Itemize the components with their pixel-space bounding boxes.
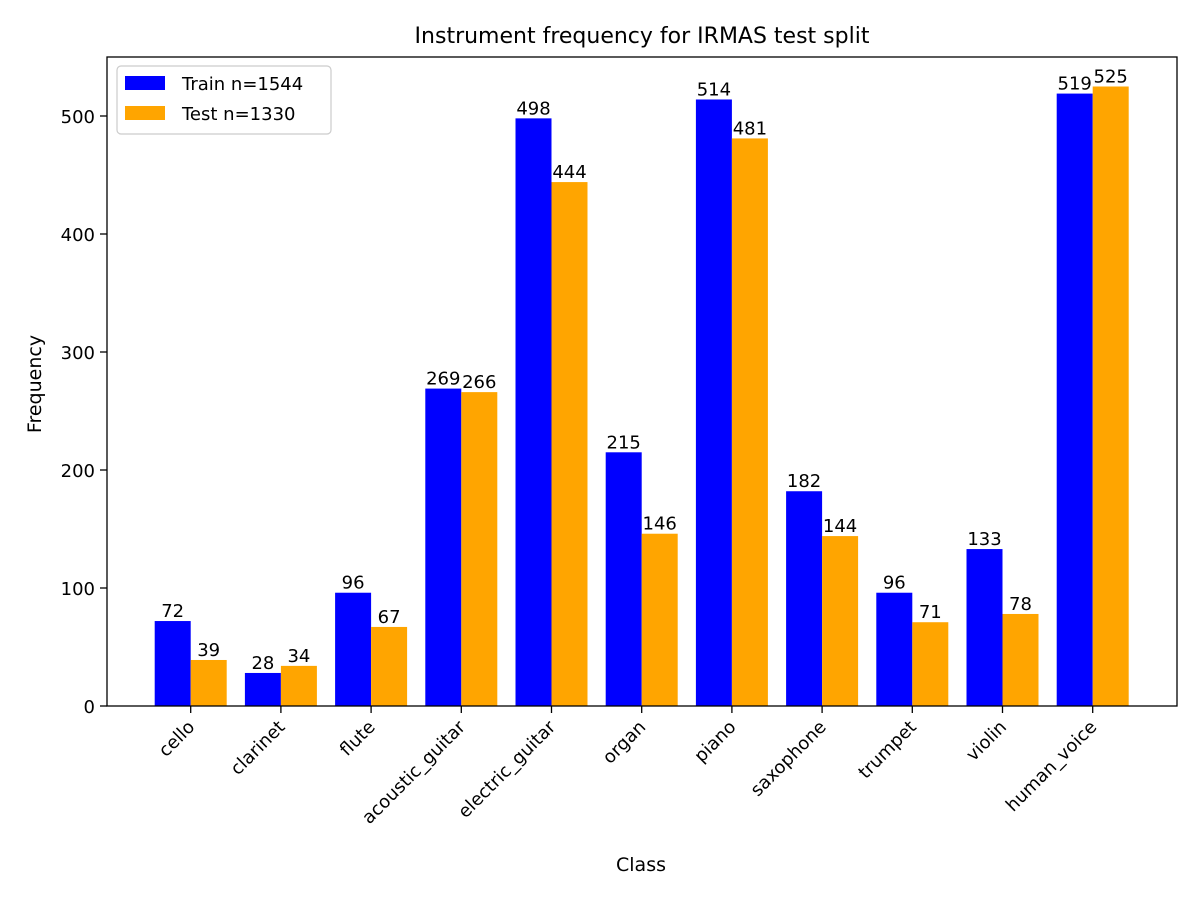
legend-box [116,65,332,135]
x-tick-label: cello [155,717,200,762]
bar-value-label: 498 [516,98,550,119]
bar-value-label: 481 [733,118,767,139]
x-tick-label: human_voice [1002,717,1101,816]
bar-train-human_voice [1056,93,1093,706]
bar-value-label: 72 [161,601,184,622]
bar-train-electric_guitar [515,118,552,707]
bar-train-trumpet [876,592,913,706]
y-tick-label: 200 [61,461,95,482]
bar-value-label: 144 [823,516,857,537]
legend: Train n=1544 Test n=1330 [116,65,332,135]
bar-test-trumpet [912,622,949,706]
bar-value-label: 133 [967,529,1001,550]
x-tick-label: trumpet [854,717,920,783]
bar-train-cello [154,621,191,706]
bar-test-flute [371,626,408,706]
bar-value-label: 519 [1058,74,1092,95]
bar-train-saxophone [786,491,823,706]
legend-swatch [125,106,165,120]
bar-value-label: 96 [342,573,365,594]
bar-value-label: 525 [1094,67,1128,88]
x-tick-label: piano [690,717,740,767]
bar-value-label: 215 [607,432,641,453]
x-tick-label: clarinet [227,717,290,780]
bar-value-label: 266 [462,372,496,393]
bar-train-flute [335,592,372,706]
bar-value-label: 34 [287,646,310,667]
x-axis-label: Class [616,854,666,876]
y-tick-label: 100 [61,579,95,600]
x-tick-label: flute [336,717,380,761]
bar-value-label: 444 [552,162,586,183]
bar-value-label: 28 [251,653,274,674]
bar-value-labels: 72 28 96 269 498 215 514 182 96 133 519 39 34 67 266 44… [161,67,1128,674]
bar-test-human_voice [1092,86,1129,706]
bar-value-label: 78 [1009,594,1032,615]
bar-value-label: 96 [883,573,906,594]
bar-test-acoustic_guitar [461,392,498,706]
bar-train-violin [966,549,1003,706]
bar-value-label: 39 [197,640,220,661]
bar-test-cello [190,659,227,706]
bars [154,86,1129,707]
bar-value-label: 67 [378,607,401,628]
legend-label: Train n=1544 [181,74,303,95]
bar-train-organ [605,452,642,706]
bar-value-label: 182 [787,471,821,492]
y-tick-label: 400 [61,225,95,246]
y-tick-label: 300 [61,343,95,364]
bar-value-label: 71 [919,602,942,623]
plot-area-frame [106,56,1178,707]
y-tick-label: 500 [61,107,95,128]
bar-test-organ [641,533,678,706]
bar-test-clarinet [280,665,317,706]
x-tick-label: organ [599,717,651,769]
bar-train-acoustic_guitar [425,388,462,706]
bar-value-label: 269 [426,369,460,390]
bar-train-piano [695,99,732,707]
bar-test-saxophone [822,536,859,706]
x-tick-label: violin [962,717,1011,766]
x-tick-label: saxophone [747,717,831,801]
bar-test-piano [731,138,768,707]
bar-value-label: 146 [643,514,677,535]
y-tick-label: 0 [84,697,95,718]
legend-swatch [125,76,165,90]
x-axis-ticks: cello clarinet fluteacoustic_guitarelectri… [155,706,1101,828]
bar-test-electric_guitar [551,182,588,706]
y-axis-ticks: 0 100 200 300 400 500 [61,107,107,718]
bar-train-clarinet [244,672,281,706]
bar-value-label: 514 [697,79,731,100]
legend-label: Test n=1330 [181,104,295,125]
chart-title: Instrument frequency for IRMAS test spli… [415,24,870,49]
x-tick-label: electric_guitar [454,716,560,822]
y-axis-label: Frequency [24,335,46,433]
bar-test-violin [1002,613,1039,706]
